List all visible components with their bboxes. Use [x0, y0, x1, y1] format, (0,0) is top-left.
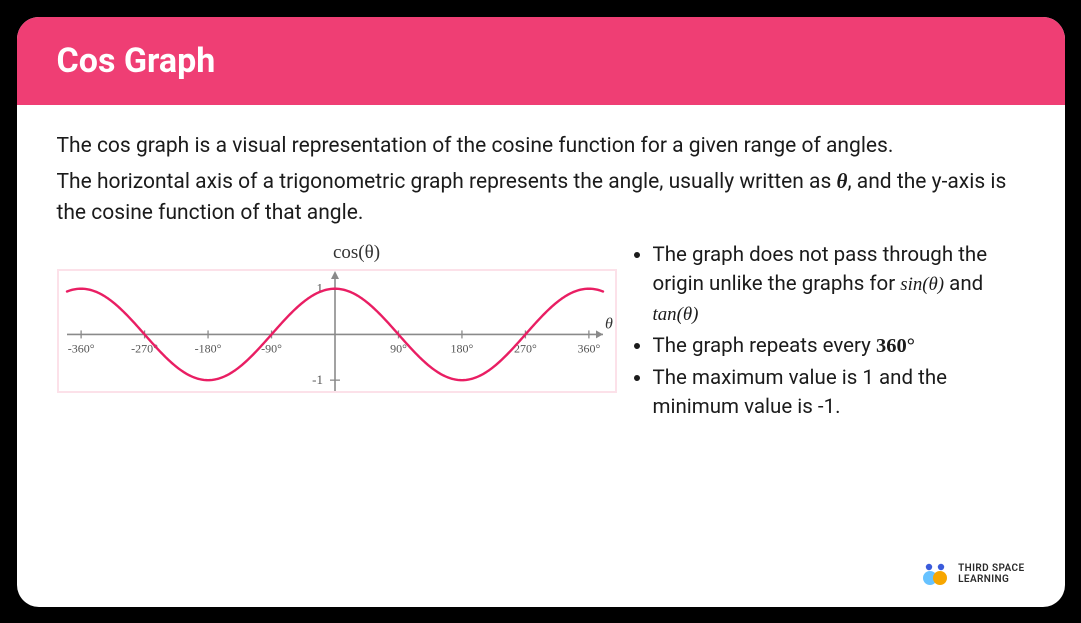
- card-title: Cos Graph: [57, 41, 216, 81]
- tan-expr: tan(θ): [653, 304, 699, 325]
- period-val: 360°: [876, 335, 915, 357]
- info-card: Cos Graph The cos graph is a visual repr…: [17, 17, 1065, 607]
- bullet-2: The graph repeats every 360°: [653, 332, 1025, 362]
- content-row: cos(θ) θ-360°-270°-180°-90°90°180°270°36…: [57, 239, 1025, 425]
- svg-text:-360°: -360°: [67, 341, 94, 355]
- bullet-3: The maximum value is 1 and the minimum v…: [653, 364, 1025, 423]
- brand-icon: [920, 561, 950, 587]
- sin-expr: sin(θ): [900, 274, 944, 295]
- card-header: Cos Graph: [17, 17, 1065, 105]
- svg-text:360°: 360°: [577, 341, 600, 355]
- theta-symbol: θ: [837, 169, 848, 193]
- card-body: The cos graph is a visual representation…: [17, 105, 1065, 426]
- bullet-1: The graph does not pass through the orig…: [653, 241, 1025, 330]
- intro-p1: The cos graph is a visual representation…: [57, 131, 1025, 162]
- svg-text:180°: 180°: [450, 341, 473, 355]
- brand-text: THIRD SPACE LEARNING: [958, 563, 1024, 585]
- brand-logo: THIRD SPACE LEARNING: [920, 561, 1024, 587]
- svg-text:θ: θ: [605, 315, 613, 332]
- svg-text:-180°: -180°: [194, 341, 221, 355]
- svg-text:-1: -1: [312, 372, 323, 387]
- intro-p2: The horizontal axis of a trigonometric g…: [57, 166, 1025, 229]
- intro-p2a: The horizontal axis of a trigonometric g…: [57, 170, 837, 194]
- svg-text:90°: 90°: [390, 341, 407, 355]
- chart-container: cos(θ) θ-360°-270°-180°-90°90°180°270°36…: [57, 239, 617, 409]
- chart-title: cos(θ): [57, 239, 617, 267]
- bullet-list: The graph does not pass through the orig…: [627, 239, 1025, 425]
- cos-chart: θ-360°-270°-180°-90°90°180°270°360°1-1: [57, 269, 617, 409]
